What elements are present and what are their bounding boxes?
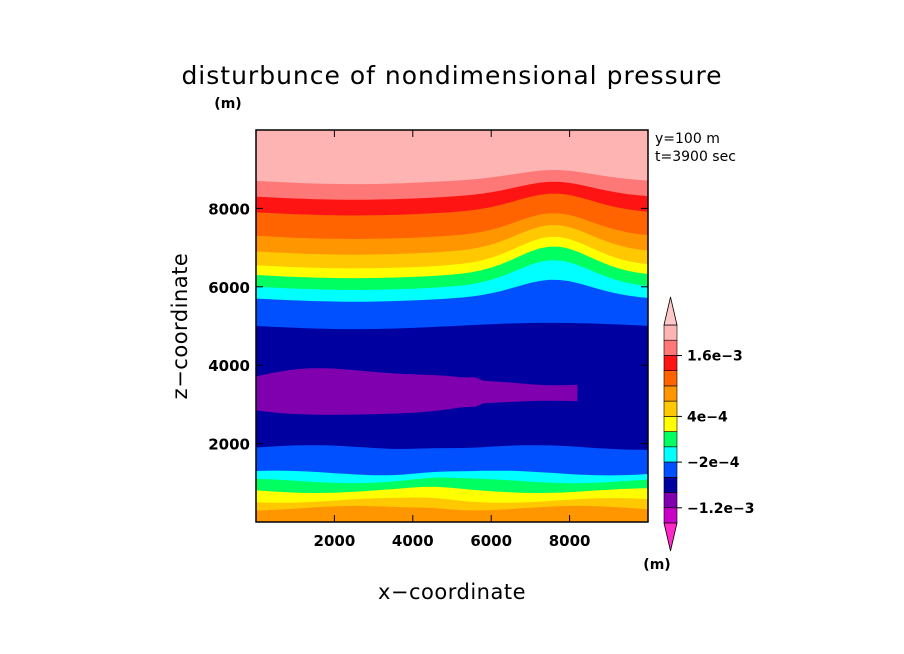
x-tick-label: 6000	[470, 532, 512, 550]
colorbar-cell	[663, 339, 678, 356]
colorbar-extend-bottom	[663, 522, 678, 552]
colorbar: 1.6e−3 4e−4 −2e−4 −1.2e−3	[663, 296, 755, 552]
y-axis-label: z−coordinate	[168, 253, 192, 400]
colorbar-cell	[663, 324, 678, 341]
x-axis-label: x−coordinate	[378, 580, 526, 604]
colorbar-cell	[663, 492, 678, 508]
contour-fill-layer	[256, 130, 648, 522]
y-tick-label: 2000	[208, 436, 250, 454]
y-tick-label: 4000	[208, 357, 250, 375]
colorbar-label: 4e−4	[687, 409, 728, 425]
colorbar-cell	[663, 446, 678, 463]
colorbar-cell	[663, 400, 678, 417]
x-axis: 2000 4000 6000 8000	[314, 130, 591, 550]
x-tick-label: 4000	[392, 532, 434, 550]
colorbar-cell	[663, 370, 678, 387]
colorbar-cell	[663, 355, 678, 371]
colorbar-extend-top	[663, 296, 678, 326]
y-axis: 2000 4000 6000 8000	[208, 200, 648, 454]
y-tick-label: 6000	[208, 279, 250, 297]
y-tick-label: 8000	[208, 200, 250, 218]
band-purple-minimum	[256, 368, 578, 415]
x-tick-label: 2000	[314, 532, 356, 550]
colorbar-label: −2e−4	[687, 455, 740, 471]
colorbar-cell	[663, 507, 678, 524]
chart-title: disturbunce of nondimensional pressure	[181, 61, 722, 90]
colorbar-cell	[663, 385, 678, 402]
colorbar-unit-label: (m)	[643, 557, 670, 573]
x-tick-label: 8000	[549, 532, 591, 550]
y-unit-label: (m)	[214, 96, 241, 112]
colorbar-label: −1.2e−3	[687, 501, 755, 517]
annotation-t: t=3900 sec	[655, 149, 736, 165]
colorbar-cell	[663, 416, 678, 432]
band-orange-low	[256, 505, 648, 522]
plot-frame	[255, 129, 649, 523]
colorbar-cell	[663, 461, 678, 478]
annotation-y: y=100 m	[655, 131, 720, 147]
colorbar-cell	[663, 476, 678, 493]
colorbar-cell	[663, 431, 678, 448]
colorbar-label: 1.6e−3	[687, 349, 743, 365]
